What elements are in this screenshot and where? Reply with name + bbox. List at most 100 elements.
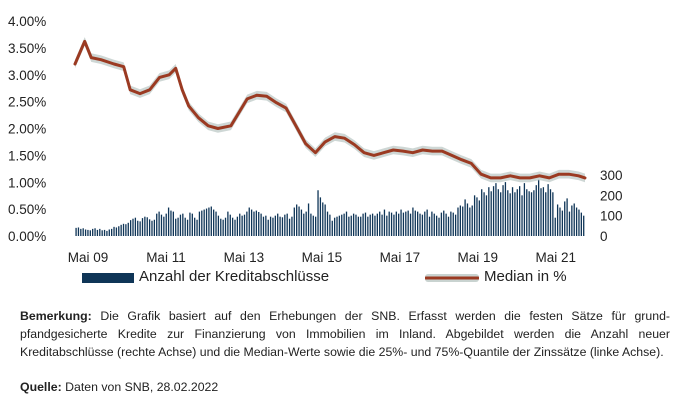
y-left-tick-label: 0.00% <box>8 229 46 244</box>
bar-series <box>75 179 585 236</box>
bar <box>502 185 504 236</box>
bar <box>521 195 523 236</box>
bar <box>333 217 336 236</box>
bar <box>80 228 82 236</box>
bar <box>298 206 300 236</box>
bar <box>478 200 480 236</box>
bar <box>381 214 383 236</box>
bar <box>533 190 535 236</box>
bar <box>350 215 352 236</box>
bar <box>405 211 407 236</box>
bar <box>194 217 196 236</box>
bar <box>409 213 412 236</box>
bar <box>186 219 189 236</box>
bar <box>466 203 469 236</box>
bar <box>367 216 369 236</box>
bar <box>172 211 174 236</box>
bar <box>500 192 502 236</box>
bar <box>511 187 514 236</box>
bar <box>269 216 272 236</box>
bar <box>227 211 229 236</box>
bar <box>490 191 492 236</box>
bar <box>414 210 416 236</box>
y-left-tick-label: 1.00% <box>8 175 46 190</box>
source-line: Quelle: Daten von SNB, 28.02.2022 <box>20 380 218 394</box>
bar <box>535 185 537 236</box>
y-left-tick-label: 0.50% <box>8 202 46 217</box>
bar <box>492 186 495 236</box>
bar <box>395 211 397 236</box>
bar <box>336 216 338 236</box>
bar <box>189 212 191 236</box>
bar <box>305 211 307 236</box>
bar <box>99 228 101 236</box>
bar <box>559 207 561 236</box>
bar <box>177 217 179 236</box>
x-axis-ticks: Mai 09 Mai 11 Mai 13 Mai 15 Mai 17 Mai 19 Mai … <box>68 250 576 265</box>
x-tick-label: Mai 15 <box>302 250 343 265</box>
bar <box>483 192 485 236</box>
bar <box>272 217 274 236</box>
bar <box>575 207 578 236</box>
bar <box>196 219 198 236</box>
bar <box>398 213 400 236</box>
bar <box>561 210 564 236</box>
bar <box>390 212 393 236</box>
bar <box>331 220 333 236</box>
bar <box>291 216 293 236</box>
bar <box>122 223 125 236</box>
bar <box>419 213 421 236</box>
bar <box>454 214 457 236</box>
bar <box>386 215 388 236</box>
bar <box>134 217 137 236</box>
bar <box>549 189 552 236</box>
bar <box>284 214 286 236</box>
bar <box>96 229 99 236</box>
bar <box>440 212 443 236</box>
bar <box>175 218 177 236</box>
bar <box>341 214 343 236</box>
bar <box>526 189 528 236</box>
bar <box>324 204 326 236</box>
bar <box>345 211 348 236</box>
x-tick-label: Mai 19 <box>458 250 499 265</box>
bar <box>547 184 549 236</box>
bar <box>210 206 212 236</box>
bar <box>307 203 310 236</box>
bar <box>191 213 193 236</box>
bar <box>167 207 170 236</box>
bar <box>184 217 186 236</box>
bar <box>322 202 324 236</box>
bar <box>421 214 424 236</box>
bar <box>113 226 115 236</box>
bar <box>241 215 243 236</box>
bar <box>445 213 447 236</box>
bar <box>229 214 231 236</box>
note-paragraph: Bemerkung: Die Grafik basiert auf den Er… <box>20 307 670 362</box>
bar <box>108 229 110 236</box>
bar <box>428 216 431 236</box>
bar <box>296 204 298 236</box>
bar <box>507 190 509 236</box>
bar <box>115 227 118 236</box>
bar <box>355 214 357 236</box>
bar <box>208 207 210 236</box>
bar <box>417 211 419 236</box>
quantile-band-area <box>75 37 585 183</box>
bar <box>393 214 395 236</box>
note-label: Bemerkung: <box>20 309 92 323</box>
y-right-tick-label: 100 <box>600 209 623 224</box>
bar <box>431 211 433 236</box>
bar <box>497 189 499 236</box>
bar <box>540 188 542 236</box>
bar <box>217 215 220 236</box>
bar <box>564 201 566 236</box>
y-right-tick-label: 300 <box>600 168 623 183</box>
bar <box>481 189 483 236</box>
bar <box>583 215 585 236</box>
y-left-tick-label: 2.50% <box>8 95 46 110</box>
bar <box>462 206 464 236</box>
bar <box>310 213 312 236</box>
bar <box>106 230 108 236</box>
bar <box>523 183 526 236</box>
